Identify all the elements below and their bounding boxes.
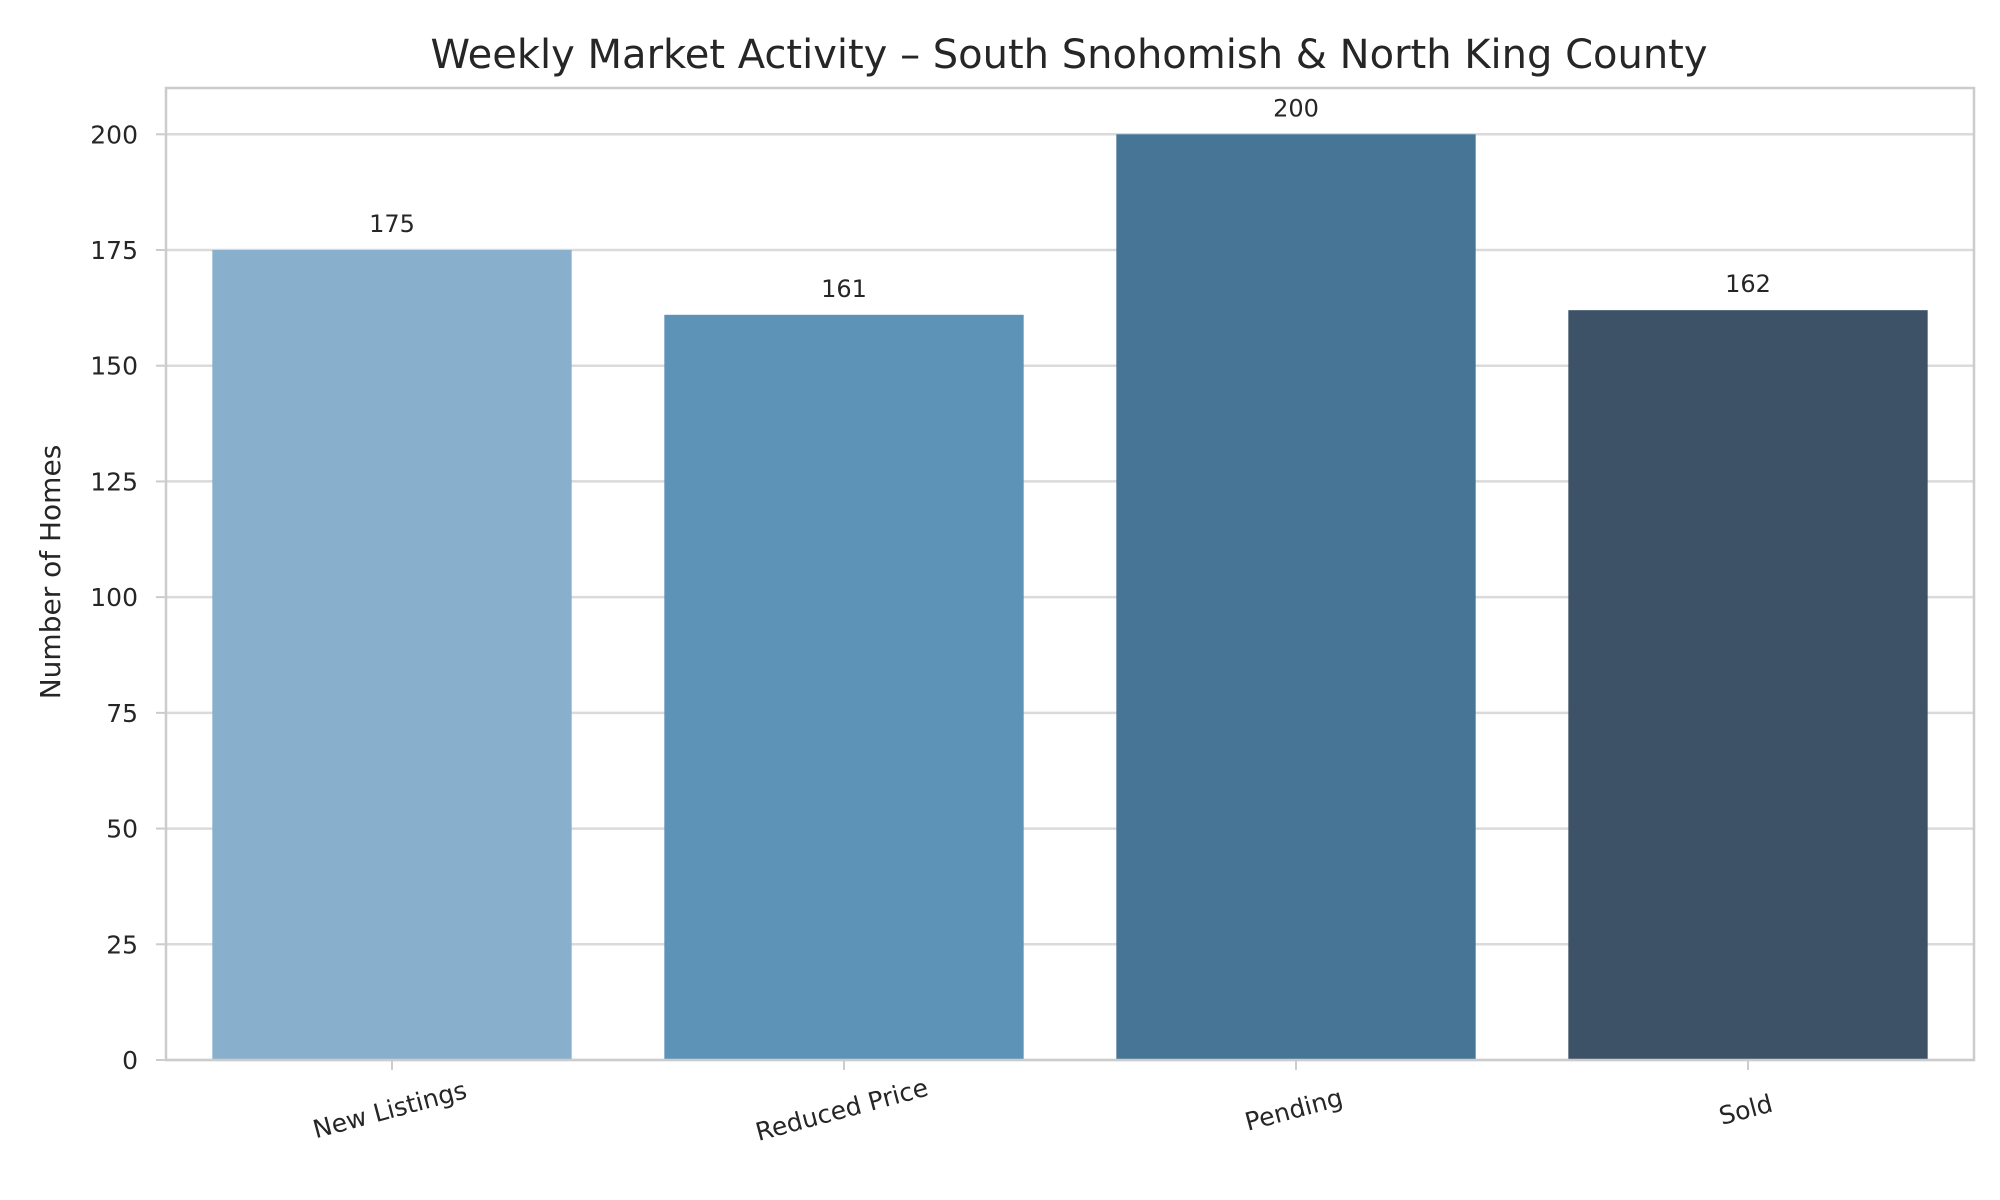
bars <box>212 134 1928 1061</box>
data-label: 162 <box>1725 270 1771 298</box>
y-tick-label: 50 <box>106 815 138 844</box>
y-tick-label: 0 <box>122 1046 138 1075</box>
bar <box>1116 134 1476 1061</box>
chart-title: Weekly Market Activity – South Snohomish… <box>430 32 1707 78</box>
data-label: 200 <box>1273 94 1319 122</box>
bar <box>212 250 572 1060</box>
y-tick-label: 75 <box>106 699 138 728</box>
y-tick-label: 125 <box>90 467 138 496</box>
data-label: 161 <box>821 275 867 303</box>
bar <box>1568 310 1928 1061</box>
bar <box>664 314 1024 1060</box>
y-tick-label: 25 <box>106 930 138 959</box>
y-tick-label: 100 <box>90 583 138 612</box>
plot-frame <box>164 86 1976 1062</box>
y-axis-ticks: 0 25 50 75 100 125 150 175 200 <box>90 120 166 1075</box>
y-axis-label: Number of Homes <box>34 445 67 700</box>
data-label: 175 <box>369 210 415 238</box>
y-tick-label: 175 <box>90 236 138 265</box>
y-tick-label: 200 <box>90 120 138 149</box>
data-labels: 175 161 200 162 <box>369 94 1771 303</box>
y-tick-label: 150 <box>90 352 138 381</box>
